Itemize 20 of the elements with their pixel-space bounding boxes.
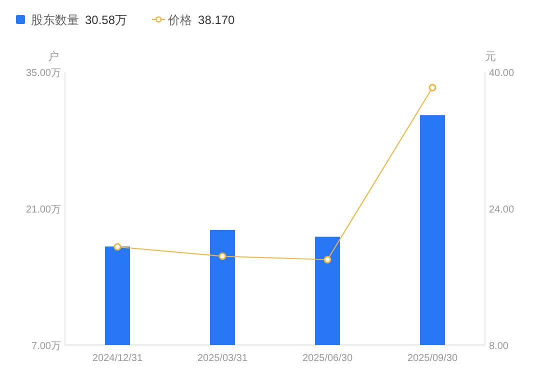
- point: [218, 252, 226, 260]
- text: 30.58万: [85, 13, 128, 27]
- y-axis-title: 户: [48, 50, 59, 63]
- x-tick-label: 2025/09/30: [407, 353, 458, 364]
- y2-tick-label: 40.00: [489, 68, 514, 79]
- y2-tick-label: 24.00: [489, 204, 514, 216]
- x-tick-label: 2025/06/30: [302, 353, 353, 364]
- text: 38.170: [198, 13, 236, 27]
- y2-axis-title: 元: [485, 51, 496, 63]
- x-tick-label: 2024/12/31: [92, 353, 143, 364]
- point: [428, 84, 436, 92]
- legend-label: 股东数量: [31, 13, 79, 27]
- x-tick-label: 2025/03/31: [197, 353, 248, 364]
- y2-tick-label: 8.00: [489, 341, 509, 352]
- y-tick-label: 7.00万: [32, 341, 61, 352]
- y-tick-label: 21.00万: [26, 204, 61, 216]
- point: [324, 256, 332, 264]
- y-tick-label: 35.00万: [26, 68, 61, 79]
- point: [114, 243, 122, 251]
- legend-label: 价格: [167, 13, 192, 27]
